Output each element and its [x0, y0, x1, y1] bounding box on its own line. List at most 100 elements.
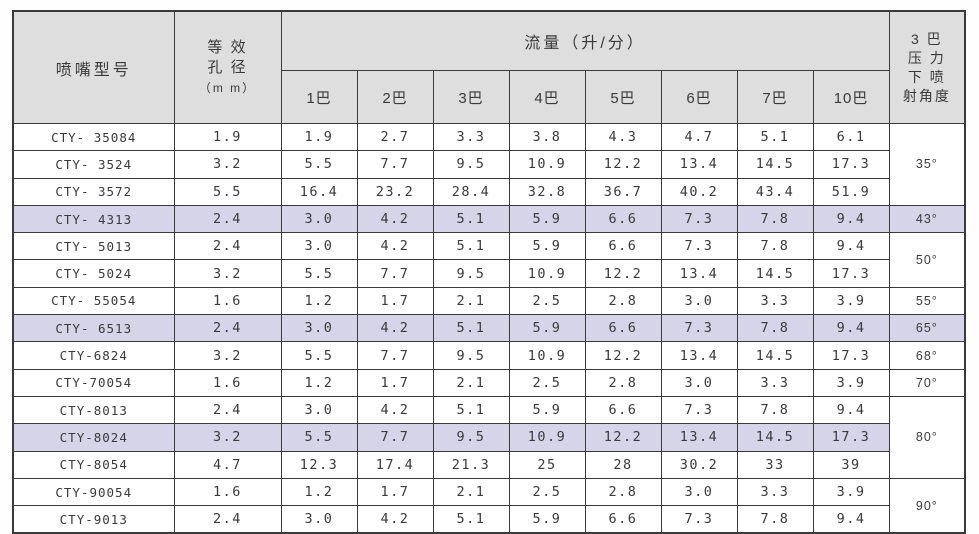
- flow-cell-5巴: 4.3: [584, 122, 662, 152]
- table-row: CTY-9013 2.4 3.0 4.2 5.1 5.9 6.6 7.3 7.8 9.4: [12, 505, 965, 534]
- aperture-cell: 2.4: [173, 395, 282, 425]
- flow-cell-1巴: 5.5: [280, 259, 358, 288]
- flow-cell-1巴: 1.2: [280, 368, 358, 397]
- flow-cell-6巴: 7.3: [660, 204, 738, 234]
- flow-cell-7巴: 3.3: [736, 368, 814, 397]
- aperture-line-3: （m m）: [198, 80, 257, 95]
- table-row: CTY-6824 3.2 5.5 7.7 9.5 10.9 12.2 13.4 14.5 17.3…: [12, 341, 966, 370]
- flow-cell-3巴: 9.5: [432, 423, 510, 452]
- header-nozzle-model: 喷嘴型号: [12, 10, 175, 124]
- flow-cell-2巴: 1.7: [356, 477, 434, 507]
- flow-cell-1巴: 1.9: [280, 122, 358, 152]
- aperture-cell: 1.6: [173, 286, 282, 316]
- flow-cell-3巴: 3.3: [432, 122, 510, 152]
- flow-cell-10巴: 51.9: [812, 177, 890, 206]
- spray-angle-cell: 50°: [888, 232, 966, 288]
- flow-cell-2巴: 1.7: [356, 368, 434, 397]
- flow-cell-5巴: 2.8: [584, 368, 662, 397]
- aperture-line-1: 等 效: [207, 38, 248, 56]
- aperture-cell: 1.6: [173, 477, 282, 507]
- flow-cell-3巴: 2.1: [432, 368, 510, 397]
- spray-angle-cell: 80°: [888, 395, 966, 479]
- header-pressure-5bar: 5巴: [584, 70, 662, 124]
- aperture-cell: 1.9: [173, 122, 282, 152]
- model-cell: CTY-9013: [12, 505, 175, 534]
- nozzle-spec-table: 喷嘴型号 等 效 孔 径 （m m） 流量（升/分） 3 巴 压 力 下 喷 射…: [12, 10, 967, 534]
- table-header: 喷嘴型号 等 效 孔 径 （m m） 流量（升/分） 3 巴 压 力 下 喷 射…: [12, 10, 966, 124]
- flow-cell-4巴: 2.5: [508, 477, 586, 507]
- flow-cell-7巴: 14.5: [736, 150, 814, 179]
- header-pressure-6bar: 6巴: [660, 70, 738, 124]
- angle-line-3: 下 喷: [907, 68, 946, 85]
- flow-cell-4巴: 3.8: [508, 122, 586, 152]
- aperture-cell: 1.6: [173, 368, 282, 397]
- model-cell: CTY- 5024: [12, 259, 175, 288]
- flow-cell-7巴: 3.3: [736, 477, 814, 507]
- flow-cell-7巴: 14.5: [736, 423, 814, 452]
- flow-cell-7巴: 14.5: [736, 341, 814, 370]
- flow-cell-10巴: 9.4: [812, 395, 890, 425]
- spray-angle-cell: 68°: [888, 341, 966, 370]
- flow-cell-7巴: 43.4: [736, 177, 814, 206]
- flow-cell-2巴: 7.7: [356, 423, 434, 452]
- flow-cell-5巴: 12.2: [584, 423, 662, 452]
- flow-cell-3巴: 2.1: [432, 286, 510, 316]
- flow-cell-4巴: 25: [508, 450, 586, 479]
- flow-cell-2巴: 7.7: [356, 341, 434, 370]
- model-cell: CTY-8054: [12, 450, 175, 479]
- flow-cell-4巴: 2.5: [508, 368, 586, 397]
- flow-cell-6巴: 13.4: [660, 341, 738, 370]
- flow-cell-10巴: 17.3: [812, 150, 890, 179]
- flow-cell-3巴: 2.1: [432, 477, 510, 507]
- table-row: CTY- 3572 5.5 16.4 23.2 28.4 32.8 36.7 40.2 43.4…: [12, 177, 965, 206]
- table-row: CTY-8024 3.2 5.5 7.7 9.5 10.9 12.2 13.4 14.5 17.3: [12, 423, 965, 452]
- flow-cell-1巴: 5.5: [280, 150, 358, 179]
- aperture-cell: 2.4: [173, 314, 282, 343]
- model-cell: CTY-70054: [12, 368, 175, 397]
- flow-cell-2巴: 4.2: [356, 232, 434, 261]
- flow-cell-6巴: 7.3: [660, 232, 738, 261]
- table-row: CTY- 35084 1.9 1.9 2.7 3.3 3.8 4.3 4.7 5.1 6.1 35°: [12, 122, 966, 206]
- flow-cell-5巴: 6.6: [584, 232, 662, 261]
- header-spray-angle: 3 巴 压 力 下 喷 射角度: [888, 10, 966, 124]
- angle-line-1: 3 巴: [910, 30, 943, 47]
- flow-cell-5巴: 12.2: [584, 341, 662, 370]
- table-row: CTY- 5013 2.4 3.0 4.2 5.1 5.9 6.6 7.3 7.8 9.4 50°: [12, 232, 966, 288]
- flow-cell-3巴: 5.1: [432, 395, 510, 425]
- header-pressure-2bar: 2巴: [356, 70, 434, 124]
- flow-cell-3巴: 9.5: [432, 341, 510, 370]
- model-cell: CTY- 5013: [12, 232, 175, 261]
- flow-cell-5巴: 2.8: [584, 477, 662, 507]
- flow-cell-4巴: 5.9: [508, 505, 586, 534]
- model-cell: CTY- 35084: [12, 122, 175, 152]
- flow-cell-2巴: 7.7: [356, 259, 434, 288]
- flow-cell-6巴: 30.2: [660, 450, 738, 479]
- model-cell: CTY-8024: [12, 423, 175, 452]
- flow-cell-6巴: 7.3: [660, 395, 738, 425]
- flow-cell-4巴: 10.9: [508, 150, 586, 179]
- flow-cell-7巴: 7.8: [736, 314, 814, 343]
- flow-cell-1巴: 3.0: [280, 314, 358, 343]
- flow-cell-3巴: 5.1: [432, 232, 510, 261]
- flow-cell-6巴: 7.3: [660, 314, 738, 343]
- flow-cell-2巴: 4.2: [356, 395, 434, 425]
- aperture-cell: 5.5: [173, 177, 282, 206]
- flow-cell-2巴: 4.2: [356, 314, 434, 343]
- spray-angle-cell: 65°: [888, 314, 966, 343]
- table-row: CTY-70054 1.6 1.2 1.7 2.1 2.5 2.8 3.0 3.3 3.9 70°: [12, 368, 966, 397]
- flow-cell-4巴: 10.9: [508, 341, 586, 370]
- flow-cell-4巴: 2.5: [508, 286, 586, 316]
- aperture-cell: 2.4: [173, 505, 282, 534]
- flow-cell-7巴: 3.3: [736, 286, 814, 316]
- header-pressure-4bar: 4巴: [508, 70, 586, 124]
- flow-cell-2巴: 1.7: [356, 286, 434, 316]
- table-body: CTY- 35084 1.9 1.9 2.7 3.3 3.8 4.3 4.7 5.1 6.1 35°…: [12, 122, 966, 534]
- flow-cell-5巴: 28: [584, 450, 662, 479]
- spray-angle-cell: 55°: [888, 286, 966, 316]
- flow-cell-10巴: 3.9: [812, 368, 890, 397]
- flow-cell-6巴: 3.0: [660, 477, 738, 507]
- table-row: CTY-90054 1.6 1.2 1.7 2.1 2.5 2.8 3.0 3.3 3.9 90°: [12, 477, 966, 534]
- header-pressure-1bar: 1巴: [280, 70, 358, 124]
- flow-cell-1巴: 1.2: [280, 477, 358, 507]
- flow-cell-10巴: 6.1: [812, 122, 890, 152]
